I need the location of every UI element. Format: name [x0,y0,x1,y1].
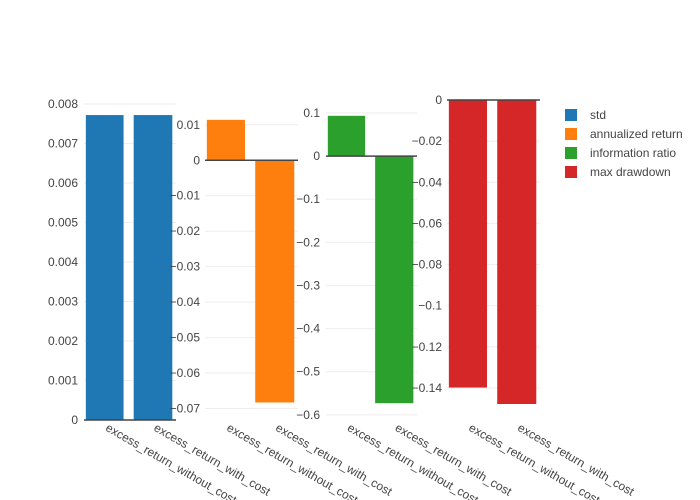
y-tick-label: 0 [193,153,200,167]
y-tick-label: 0.003 [48,295,78,309]
y-tick-label: 0.007 [48,137,78,151]
y-tick-label: −0.02 [412,134,443,148]
bar-excess-return-without-cost[interactable] [206,119,245,161]
y-tick-label: −0.03 [170,260,201,274]
y-tick-label: −0.08 [412,258,443,272]
y-tick-label: −0.07 [170,402,201,416]
legend-swatch [565,128,577,140]
y-tick-label: 0.001 [48,374,78,388]
y-tick-label: −0.12 [412,340,443,354]
y-tick-labels: 0.1 0 −0.1 −0.2 −0.3 −0.4 −0.5 −0.6 [296,106,320,422]
legend-swatch [565,147,577,159]
y-tick-label: −0.5 [296,365,320,379]
y-tick-label: −0.06 [412,216,443,230]
bar-excess-return-with-cost[interactable] [497,100,537,404]
y-tick-label: 0.01 [177,118,201,132]
bars [327,115,414,404]
y-tick-label: 0 [313,149,320,163]
legend-item-annualized-return[interactable]: annualized return [565,127,683,141]
bars [206,119,295,403]
y-tick-label: −0.14 [412,381,443,395]
y-tick-label: 0.005 [48,216,78,230]
y-tick-label: −0.06 [170,366,201,380]
bars [85,115,173,420]
y-tick-labels: 0 −0.02 −0.04 −0.06 −0.08 −0.1 −0.12 −0.14 [412,93,443,395]
legend-swatch [565,166,577,178]
y-tick-label: −0.3 [296,278,320,292]
y-tick-label: 0.006 [48,176,78,190]
y-tick-label: −0.2 [296,235,320,249]
y-tick-label: 0.1 [303,106,320,120]
chart-legend[interactable]: std annualized return information ratio max… [565,108,683,179]
legend-label: std [590,108,606,122]
legend-item-information-ratio[interactable]: information ratio [565,146,676,160]
y-tick-labels: 0 0.001 0.002 0.003 0.004 0.005 0.006 0.007 0.00… [48,97,78,427]
legend-item-max-drawdown[interactable]: max drawdown [565,165,671,179]
y-tick-label: −0.04 [412,175,443,189]
y-tick-label: −0.02 [170,224,201,238]
y-tick-label: −0.6 [296,408,320,422]
y-tick-labels: 0.01 0 −0.01 −0.02 −0.03 −0.04 −0.05 −0.06 −0.07 [170,118,201,416]
bar-excess-return-without-cost[interactable] [448,100,487,388]
bar-excess-return-with-cost[interactable] [255,160,295,403]
y-tick-label: −0.4 [296,322,320,336]
legend-item-std[interactable]: std [565,108,606,122]
y-tick-label: 0 [71,413,78,427]
legend-swatch [565,109,577,121]
bar-excess-return-with-cost[interactable] [133,115,173,420]
y-tick-label: −0.1 [418,299,442,313]
bar-excess-return-without-cost[interactable] [327,115,366,157]
y-tick-label: 0.002 [48,334,78,348]
y-tick-label: 0.008 [48,97,78,111]
y-tick-label: 0 [435,93,442,107]
bar-excess-return-without-cost[interactable] [85,115,124,420]
y-tick-label: 0.004 [48,255,78,269]
bar-excess-return-with-cost[interactable] [375,156,414,404]
legend-label: information ratio [590,146,676,160]
bars [448,100,537,404]
legend-label: annualized return [590,127,683,141]
y-tick-label: −0.01 [170,189,201,203]
y-tick-label: −0.04 [170,295,201,309]
legend-label: max drawdown [590,165,671,179]
y-tick-label: −0.1 [296,192,320,206]
y-tick-label: −0.05 [170,331,201,345]
